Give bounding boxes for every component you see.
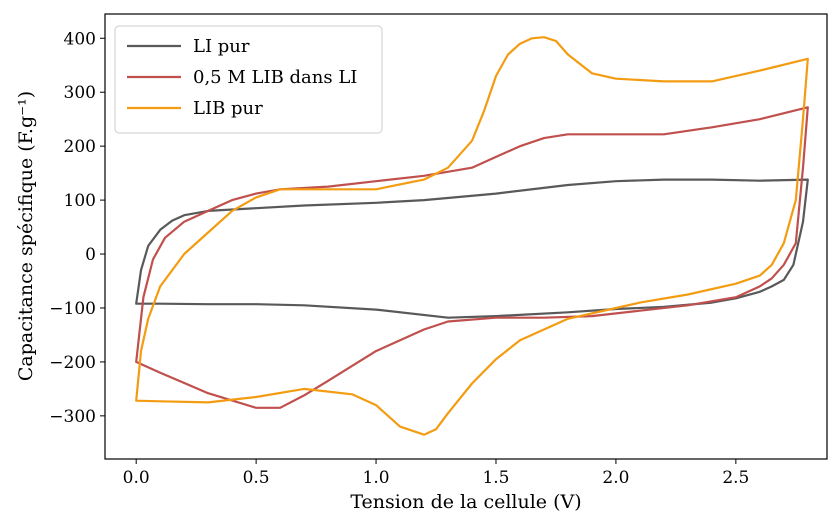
x-tick-label: 1.0 bbox=[363, 468, 390, 488]
series-group bbox=[135, 36, 809, 436]
series-line-2 bbox=[135, 106, 809, 409]
tick-group: 0.0 0.5 1.0 1.5 2.0 2.5 −300 −200 −100 0 100 200 300… bbox=[49, 29, 749, 488]
plot-frame bbox=[104, 13, 828, 460]
x-tick-label: 0.5 bbox=[243, 468, 270, 488]
legend-box bbox=[114, 25, 383, 134]
legend-label-3: LIB pur bbox=[193, 98, 263, 119]
y-axis-label: Capacitance spécifique (F.g⁻¹) bbox=[15, 91, 37, 381]
x-axis-label: Tension de la cellule (V) bbox=[350, 491, 581, 513]
legend-label-2: 0,5 M LIB dans LI bbox=[193, 67, 357, 88]
y-tick-label: −100 bbox=[49, 299, 96, 319]
legend: LI pur 0,5 M LIB dans LI LIB pur bbox=[114, 25, 383, 134]
x-tick-label: 0.0 bbox=[123, 468, 150, 488]
y-tick-label: 0 bbox=[85, 245, 96, 265]
x-tick-label: 2.0 bbox=[602, 468, 629, 488]
x-tick-label: 2.5 bbox=[722, 468, 749, 488]
y-tick-label: 300 bbox=[64, 83, 96, 103]
y-tick-label: −300 bbox=[49, 407, 96, 427]
y-tick-label: 200 bbox=[64, 137, 96, 157]
y-tick-label: −200 bbox=[49, 353, 96, 373]
legend-label-1: LI pur bbox=[193, 36, 250, 57]
y-tick-label: 100 bbox=[64, 191, 96, 211]
series-line-3 bbox=[135, 36, 809, 436]
y-tick-label: 400 bbox=[64, 29, 96, 49]
series-line-1 bbox=[135, 178, 809, 319]
x-tick-label: 1.5 bbox=[482, 468, 509, 488]
